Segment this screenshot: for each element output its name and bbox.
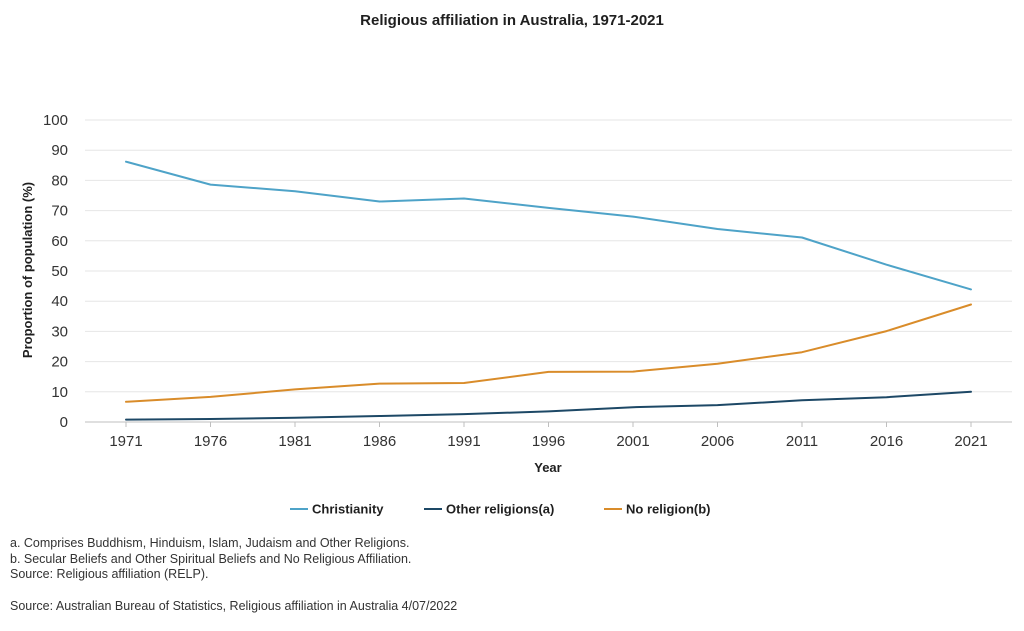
x-tick-label-1991: 1991 xyxy=(447,433,480,450)
series-line-christianity xyxy=(125,160,972,291)
x-tick-label-1971: 1971 xyxy=(109,433,142,450)
x-tick-label-2006: 2006 xyxy=(701,433,734,450)
y-tick-label-10: 10 xyxy=(51,384,68,401)
x-axis-ticks: 1971 1976 1981 1986 1991 1996 2001 2006 2011 2016… xyxy=(109,422,988,450)
legend: Christianity Other religions(a) No religio… xyxy=(290,502,711,517)
series-line-no-religion-b xyxy=(125,303,972,403)
x-tick-label-2001: 2001 xyxy=(616,433,649,450)
y-axis-ticks: 0 10 20 30 40 50 60 70 80 90 100 xyxy=(43,112,68,431)
y-tick-label-20: 20 xyxy=(51,354,68,371)
series-lines xyxy=(125,160,972,421)
chart-title: Religious affiliation in Australia, 1971… xyxy=(360,12,664,29)
gridlines xyxy=(85,119,1012,423)
y-tick-label-0: 0 xyxy=(60,414,68,431)
y-tick-label-80: 80 xyxy=(51,172,68,189)
x-tick-label-2021: 2021 xyxy=(954,433,987,450)
x-tick-label-1986: 1986 xyxy=(363,433,396,450)
y-tick-label-70: 70 xyxy=(51,203,68,220)
x-tick-label-2016: 2016 xyxy=(870,433,903,450)
y-tick-label-60: 60 xyxy=(51,233,68,250)
x-tick-label-1981: 1981 xyxy=(278,433,311,450)
legend-label-christianity: Christianity xyxy=(312,502,384,517)
x-tick-label-2011: 2011 xyxy=(786,433,818,450)
x-tick-label-1996: 1996 xyxy=(532,433,565,450)
x-tick-label-1976: 1976 xyxy=(194,433,227,450)
legend-label-other-religions-a: Other religions(a) xyxy=(446,502,554,517)
footnote-source: Source: Religious affiliation (RELP). xyxy=(10,567,209,581)
series-line-other-religions-a xyxy=(125,390,972,421)
footnote-a: a. Comprises Buddhism, Hinduism, Islam, … xyxy=(10,536,410,550)
footnotes: a. Comprises Buddhism, Hinduism, Islam, … xyxy=(10,536,1010,583)
source-attribution: Source: Australian Bureau of Statistics,… xyxy=(10,599,458,613)
y-axis-title: Proportion of population (%) xyxy=(20,182,35,358)
y-tick-label-90: 90 xyxy=(51,142,68,159)
y-tick-label-40: 40 xyxy=(51,293,68,310)
footnote-b: b. Secular Beliefs and Other Spiritual B… xyxy=(10,551,412,566)
legend-label-no-religion-b: No religion(b) xyxy=(626,502,711,517)
y-tick-label-100: 100 xyxy=(43,112,68,129)
x-axis-title: Year xyxy=(534,460,561,475)
y-tick-label-50: 50 xyxy=(51,263,68,280)
y-tick-label-30: 30 xyxy=(51,323,68,340)
